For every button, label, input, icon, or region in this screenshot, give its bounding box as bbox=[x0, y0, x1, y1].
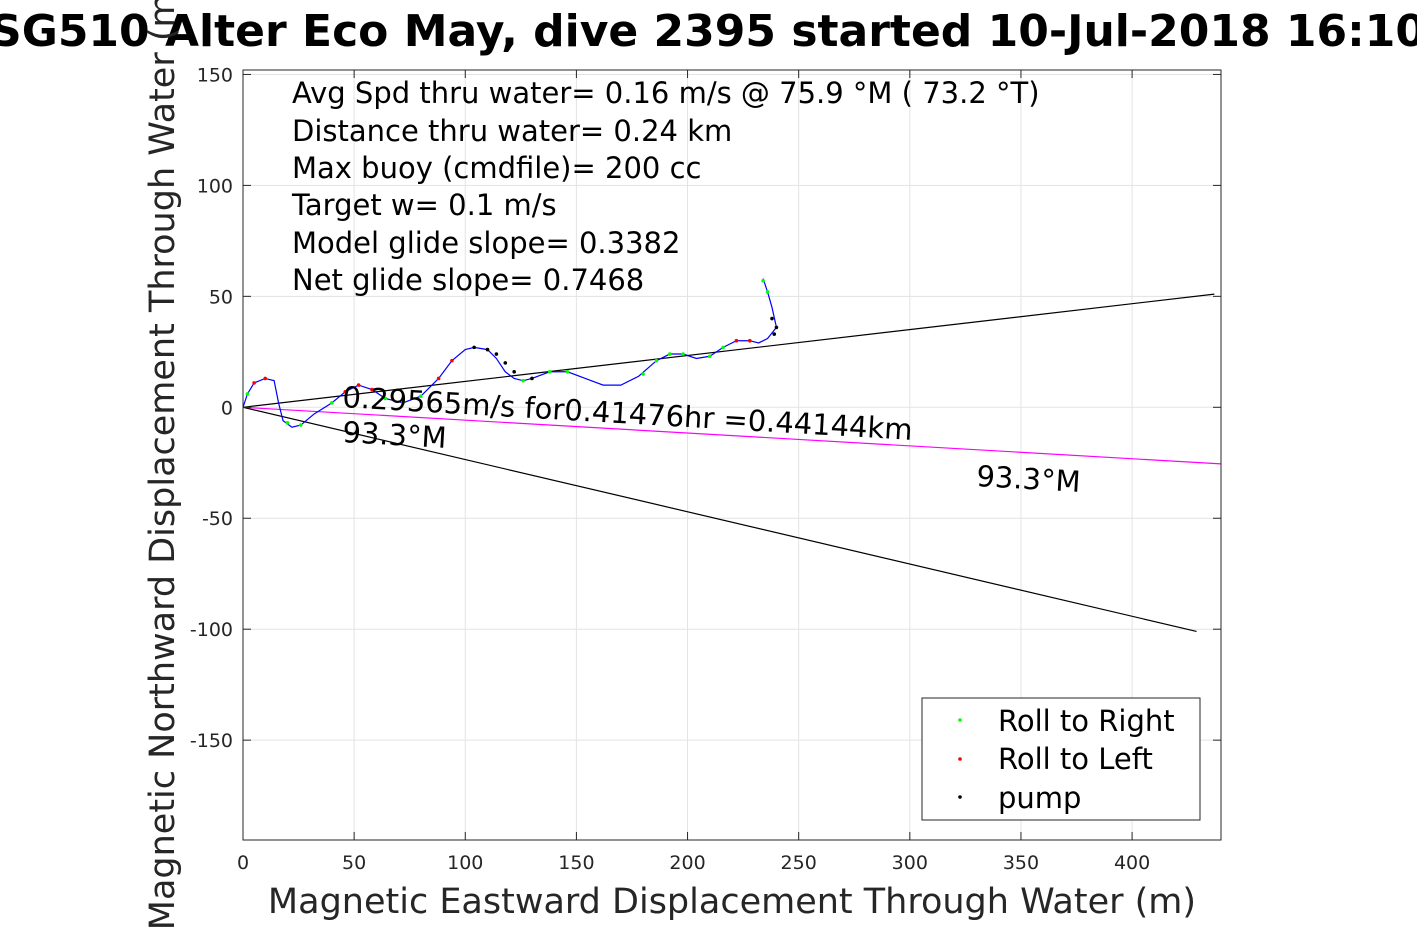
marker-roll-to-right bbox=[383, 396, 388, 401]
marker-roll-to-left bbox=[370, 387, 374, 392]
legend-label-roll-right: Roll to Right bbox=[998, 704, 1175, 738]
x-tick-label: 50 bbox=[342, 852, 366, 874]
info-line: Max buoy (cmdfile)= 200 cc bbox=[292, 151, 701, 185]
legend-marker-roll-left bbox=[958, 757, 962, 761]
legend-box bbox=[921, 697, 1201, 821]
marker-roll-to-right bbox=[765, 290, 770, 294]
marker-roll-to-right bbox=[721, 345, 725, 350]
track-line bbox=[242, 278, 778, 428]
x-tick-label: 100 bbox=[447, 852, 483, 874]
marker-roll-to-right bbox=[565, 369, 570, 374]
y-tick-label: 0 bbox=[221, 397, 233, 419]
current-line bbox=[242, 406, 1222, 465]
y-tick-label: 50 bbox=[209, 286, 233, 308]
marker-pump bbox=[772, 332, 777, 336]
marker-roll-to-left bbox=[263, 376, 268, 381]
info-line: Distance thru water= 0.24 km bbox=[292, 114, 732, 148]
marker-roll-to-right bbox=[285, 421, 290, 425]
marker-roll-to-right bbox=[667, 352, 672, 356]
y-tick-label: -150 bbox=[190, 730, 233, 752]
chart-title: SG510 Alter Eco May, dive 2395 started 1… bbox=[0, 6, 1417, 57]
marker-roll-to-left bbox=[252, 381, 256, 385]
x-tick-label: 0 bbox=[237, 852, 249, 874]
x-tick-label: 150 bbox=[558, 852, 594, 874]
marker-roll-to-right bbox=[547, 369, 552, 374]
marker-pump bbox=[770, 316, 774, 321]
legend: Roll to Right Roll to Left pump bbox=[921, 697, 1201, 821]
marker-roll-to-left bbox=[356, 383, 361, 387]
marker-roll-to-left bbox=[436, 376, 441, 381]
marker-roll-to-right bbox=[419, 394, 423, 398]
x-tick-label: 250 bbox=[781, 852, 817, 874]
markers-layer bbox=[245, 279, 779, 427]
marker-roll-to-right bbox=[761, 279, 765, 283]
glide-upper-line bbox=[242, 293, 1215, 408]
legend-marker-pump bbox=[958, 795, 962, 799]
current-heading-annotation: 93.3°M bbox=[342, 415, 448, 455]
x-tick-label: 350 bbox=[1003, 852, 1039, 874]
info-line: Model glide slope= 0.3382 bbox=[292, 226, 680, 260]
info-line: Avg Spd thru water= 0.16 m/s @ 75.9 °M (… bbox=[292, 76, 1040, 110]
legend-label-pump: pump bbox=[998, 781, 1081, 815]
marker-roll-to-right bbox=[401, 401, 405, 405]
x-tick-label: 300 bbox=[892, 852, 928, 874]
x-axis-label: Magnetic Eastward Displacement Through W… bbox=[268, 882, 1196, 922]
marker-roll-to-right bbox=[707, 354, 712, 359]
marker-pump bbox=[530, 376, 534, 381]
y-axis-label: Magnetic Northward Displacement Through … bbox=[143, 0, 183, 930]
axes-frame bbox=[242, 69, 1222, 841]
marker-roll-to-right bbox=[641, 372, 645, 376]
info-line: Net glide slope= 0.7468 bbox=[292, 263, 644, 297]
x-tick-label: 200 bbox=[669, 852, 705, 874]
marker-roll-to-left bbox=[450, 358, 454, 363]
y-tick-label: -100 bbox=[190, 619, 233, 641]
y-tick-label: 100 bbox=[197, 175, 233, 197]
marker-roll-to-right bbox=[330, 401, 334, 405]
marker-pump bbox=[503, 361, 508, 365]
reference-lines bbox=[242, 293, 1222, 632]
glide-lower-line bbox=[242, 406, 1197, 632]
marker-pump bbox=[494, 352, 499, 356]
marker-roll-to-right bbox=[521, 378, 525, 383]
x-tick-label: 400 bbox=[1114, 852, 1150, 874]
marker-roll-to-left bbox=[343, 389, 348, 394]
marker-roll-to-right bbox=[681, 352, 685, 356]
y-tick-label: -50 bbox=[202, 508, 233, 530]
y-tick-label: 150 bbox=[197, 64, 233, 86]
marker-roll-to-left bbox=[747, 338, 752, 343]
marker-roll-to-right bbox=[654, 358, 659, 363]
marker-pump bbox=[512, 369, 516, 374]
info-block: Avg Spd thru water= 0.16 m/s @ 75.9 °M (… bbox=[291, 76, 1040, 297]
marker-pump bbox=[472, 345, 476, 350]
marker-roll-to-right bbox=[245, 392, 250, 396]
marker-pump bbox=[485, 347, 490, 352]
track-layer bbox=[242, 278, 778, 428]
marker-roll-to-right bbox=[298, 423, 303, 427]
legend-marker-roll-right bbox=[958, 718, 962, 722]
marker-roll-to-left bbox=[734, 338, 739, 343]
heading-label: 93.3°M bbox=[976, 459, 1082, 499]
marker-pump bbox=[774, 325, 779, 330]
legend-label-roll-left: Roll to Left bbox=[998, 742, 1153, 776]
ticks: 0 50 100 150 200 250 300 350 400 -150 -100 -50 0 50 10… bbox=[190, 64, 1221, 874]
info-line: Target w= 0.1 m/s bbox=[291, 188, 557, 222]
